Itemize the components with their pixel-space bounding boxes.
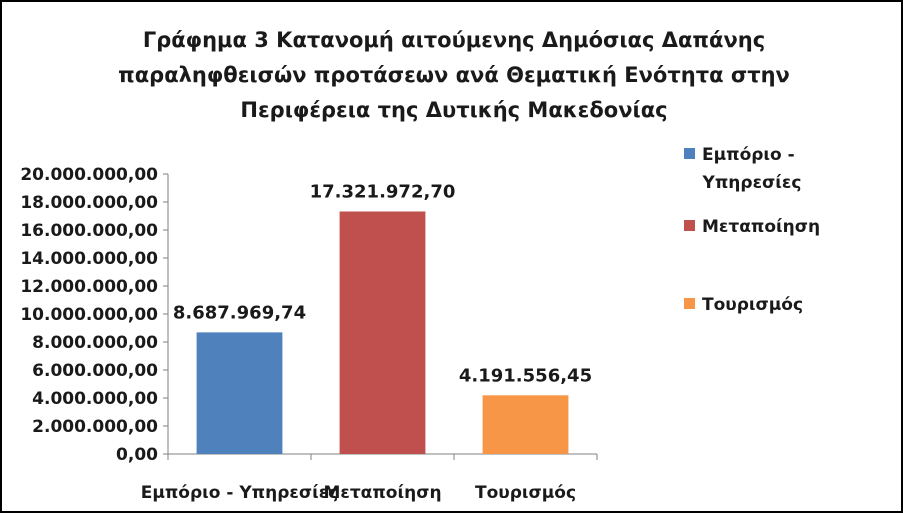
y-tick-label: 0,00	[116, 445, 158, 465]
title-line-3: Περιφέρεια της Δυτικής Μακεδονίας	[240, 98, 667, 122]
y-tick-label: 14.000.000,00	[20, 249, 158, 269]
x-tick-label: Μεταποίηση	[323, 483, 441, 503]
y-tick-label: 18.000.000,00	[20, 193, 158, 213]
x-tick-label: Τουρισμός	[475, 483, 576, 503]
x-tick-label: Εμπόριο - Υπηρεσίες	[141, 483, 339, 503]
y-tick-label: 20.000.000,00	[20, 165, 158, 185]
title-line-1: Γράφημα 3 Κατανομή αιτούμενης Δημόσιας Δ…	[143, 28, 765, 52]
data-label: 4.191.556,45	[459, 365, 592, 386]
y-tick-label: 10.000.000,00	[20, 305, 158, 325]
legend: Εμπόριο - Υπηρεσίες Μεταποίηση Τουρισμός	[684, 145, 820, 315]
legend-swatch	[684, 148, 695, 159]
y-tick-label: 12.000.000,00	[20, 277, 158, 297]
data-label: 17.321.972,70	[310, 181, 456, 202]
axes: 0,00 2.000.000,00 4.000.000,00 6.000.000,00…	[20, 165, 598, 465]
y-tick-label: 16.000.000,00	[20, 221, 158, 241]
legend-label: Υπηρεσίες	[702, 173, 802, 193]
legend-label: Εμπόριο -	[702, 145, 795, 165]
y-tick-label: 4.000.000,00	[32, 389, 158, 409]
bars: 8.687.969,74 Εμπόριο - Υπηρεσίες 17.321.97…	[141, 181, 592, 503]
legend-swatch	[684, 298, 695, 309]
legend-label: Τουρισμός	[702, 295, 803, 315]
legend-swatch	[684, 220, 695, 231]
legend-label: Μεταποίηση	[702, 217, 820, 237]
y-tick-label: 8.000.000,00	[32, 333, 158, 353]
bar-2	[339, 211, 426, 454]
title-line-2: παραληφθεισών προτάσεων ανά Θεματική Ενό…	[118, 63, 790, 87]
y-tick-label: 6.000.000,00	[32, 361, 158, 381]
bar-3	[482, 395, 569, 454]
bar-1	[196, 332, 283, 454]
data-label: 8.687.969,74	[173, 302, 306, 323]
y-tick-label: 2.000.000,00	[32, 417, 158, 437]
chart-title: Γράφημα 3 Κατανομή αιτούμενης Δημόσιας Δ…	[118, 28, 790, 122]
